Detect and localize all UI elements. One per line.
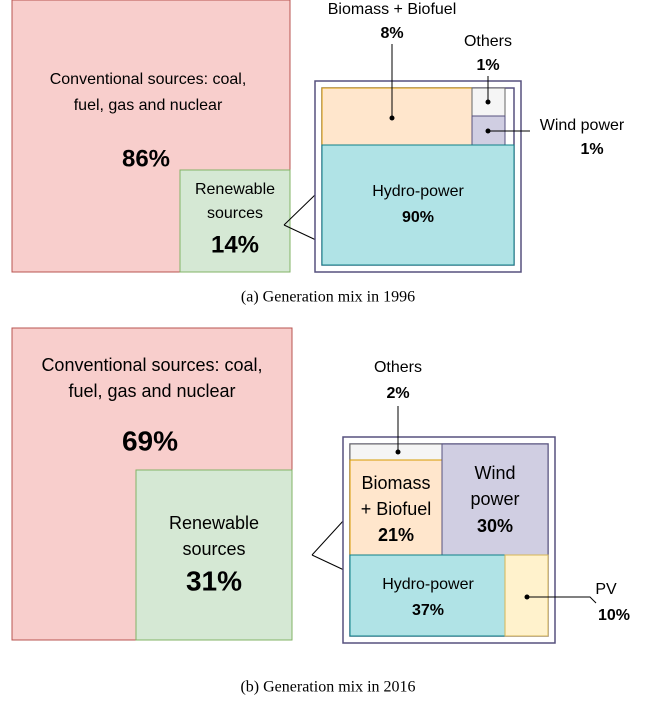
- share: 2%: [386, 385, 409, 402]
- share: 69%: [122, 425, 178, 456]
- share: 14%: [211, 231, 259, 258]
- hydro-box: [321, 144, 515, 266]
- share: 21%: [378, 525, 414, 545]
- pointer-dot: [395, 449, 401, 455]
- label: Biomass: [361, 473, 430, 493]
- share: 90%: [402, 209, 434, 226]
- panel-b: Conventional sources: coal, fuel, gas an…: [11, 327, 630, 696]
- label: sources: [207, 205, 263, 222]
- label: power: [470, 489, 519, 509]
- share: 1%: [476, 57, 499, 74]
- renewable-box: [179, 169, 291, 273]
- label: Conventional sources: coal,: [50, 71, 247, 88]
- share: 31%: [186, 565, 242, 596]
- label: Hydro-power: [382, 576, 474, 593]
- pointer-dot: [524, 594, 530, 600]
- share: 8%: [380, 25, 403, 42]
- label: sources: [182, 539, 245, 559]
- share: 30%: [477, 516, 513, 536]
- label: PV: [595, 581, 617, 598]
- share: 1%: [580, 141, 603, 158]
- pointer-dot: [485, 128, 491, 134]
- biomass-box: [321, 87, 473, 146]
- label: Others: [464, 33, 512, 50]
- label: Wind: [474, 463, 515, 483]
- caption: (a) Generation mix in 1996: [241, 289, 415, 306]
- label: Others: [374, 359, 422, 376]
- pointer-dot: [389, 115, 395, 121]
- renewable-box: [135, 469, 293, 641]
- label: Biomass + Biofuel: [328, 1, 457, 18]
- pointer: [527, 596, 597, 604]
- callout-line: [311, 519, 345, 556]
- callout-line: [311, 554, 345, 571]
- pointer-dot: [485, 99, 491, 105]
- biomass-box: [349, 459, 443, 556]
- share: 10%: [598, 607, 630, 624]
- share: 86%: [122, 145, 170, 172]
- label: fuel, gas and nuclear: [68, 381, 235, 401]
- label: Hydro-power: [372, 183, 464, 200]
- caption: (b) Generation mix in 2016: [240, 679, 415, 696]
- callout-line: [283, 193, 317, 226]
- label: fuel, gas and nuclear: [74, 97, 223, 114]
- label: Wind power: [540, 117, 625, 134]
- callout-line: [283, 224, 317, 241]
- wind-box: [441, 443, 549, 556]
- label: Renewable: [169, 513, 259, 533]
- panel-a: Conventional sources: coal, fuel, gas an…: [11, 0, 625, 306]
- label: Renewable: [195, 181, 275, 198]
- hydro-box: [349, 554, 506, 637]
- label: + Biofuel: [361, 499, 432, 519]
- share: 37%: [412, 602, 444, 619]
- label: Conventional sources: coal,: [41, 355, 262, 375]
